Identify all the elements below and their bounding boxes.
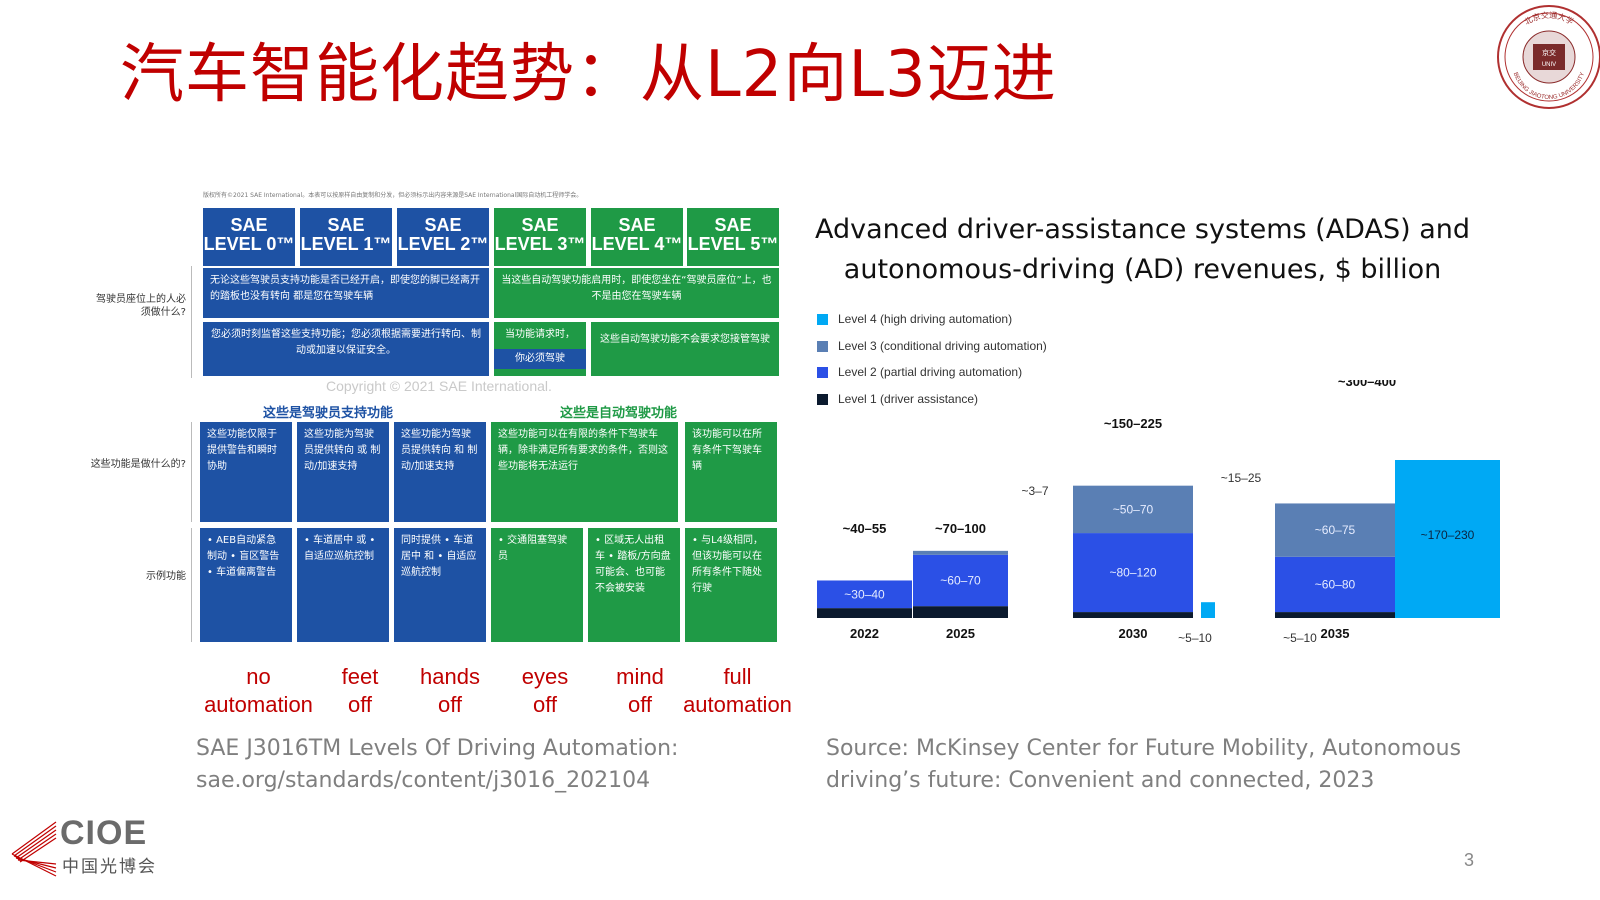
- bar-total-label: ~70–100: [935, 521, 986, 536]
- page-number: 3: [1464, 850, 1475, 870]
- bar-segment-2022-0: [817, 608, 912, 618]
- bar-value-label: ~5–10: [1178, 631, 1212, 645]
- bar-segment-2035-0: [1275, 612, 1395, 618]
- section-driver-support: 这些是驾驶员支持功能: [263, 406, 394, 421]
- copyright-watermark: Copyright © 2021 SAE International.: [326, 378, 552, 394]
- bar-value-label: ~3–7: [1021, 484, 1048, 498]
- level-3-examples-cell: • 交通阻塞驾驶员: [491, 528, 583, 642]
- level-0-examples-cell: • AEB自动紧急制动 • 盲区警告 • 车道偏离警告: [200, 528, 292, 642]
- category-label: 2035: [1321, 626, 1350, 641]
- bar-value-label: ~170–230: [1421, 528, 1475, 542]
- sae-copyright-note: 版权所有©2021 SAE International。本表可以按原样自由复制和…: [203, 192, 583, 199]
- bar-segment-2030-2: [1073, 485, 1193, 534]
- level-4-examples-cell: • 区域无人出租车 • 踏板/方向盘 可能会、也可能不会被安装: [588, 528, 680, 642]
- revenue-stacked-bar-chart: ~30–40 ~40–55 2022 ~60–70 ~70–100 2025 ~80–120…: [817, 380, 1500, 645]
- caption-level-3: eyes off: [521, 664, 569, 717]
- legend-swatch: [817, 393, 828, 405]
- level-0-features-cell: 这些功能仅限于提供警告和瞬时协助: [200, 422, 292, 522]
- sae-level-3-header: SAE LEVEL 3™: [494, 208, 586, 266]
- level-2-examples-cell: 同时提供 • 车道居中 和 • 自适应巡航控制: [394, 528, 486, 642]
- caption-level-4: mind off: [616, 664, 664, 717]
- bar-segment-2025-0: [913, 606, 1008, 618]
- row-label-features: 这些功能是做什么的?: [90, 459, 186, 470]
- legend-swatch: [817, 313, 828, 325]
- bar-value-label: ~5–10: [1283, 631, 1317, 645]
- sae-level-2-header: SAE LEVEL 2™: [397, 208, 489, 266]
- bar-value-label: ~30–40: [844, 587, 885, 601]
- supervise-cell: 您必须时刻监督这些支持功能；您必须根据需要进行转向、制动或加速以保证安全。: [203, 322, 489, 376]
- bar-value-label: ~60–80: [1315, 577, 1356, 591]
- cioe-logo-mark: [11, 821, 57, 877]
- sae-level-4-header: SAE LEVEL 4™: [591, 208, 683, 266]
- legend-level-1: Level 1 (driver assistance): [817, 390, 978, 408]
- bar-value-label: ~15–25: [1221, 471, 1262, 485]
- level-3-takeover-cell: 当功能请求时， 你必须驾驶: [494, 322, 586, 376]
- category-label: 2022: [850, 626, 879, 641]
- chart-title: Advanced driver-assistance systems (ADAS…: [814, 214, 1471, 285]
- bar-segment-2022-1: [817, 580, 912, 609]
- sae-level-1-header: SAE LEVEL 1™: [300, 208, 392, 266]
- bar-segment-2035-level4: [1395, 460, 1500, 618]
- level-4-5-no-takeover-cell: 这些自动驾驶功能不会要求您接管驾驶: [591, 322, 779, 376]
- row-divider: [191, 528, 192, 642]
- university-seal-logo: 京交 UNIV 北京交通大学 BEIJING JIAOTONG UNIVERSI…: [1497, 5, 1600, 109]
- legend-level-4: Level 4 (high driving automation): [817, 310, 1012, 328]
- bar-segment-2030-0: [1073, 612, 1193, 618]
- driver-seat-driver-support-cell: 无论这些驾驶员支持功能是否已经开启，即使您的脚已经离开的踏板也没有转向 都是您在…: [203, 268, 489, 318]
- bar-segment-2030-1: [1073, 533, 1193, 613]
- bar-value-label: ~80–120: [1109, 566, 1156, 580]
- bar-value-label: ~50–70: [1113, 502, 1154, 516]
- bar-total-label: ~40–55: [843, 521, 887, 536]
- bar-total-label: ~150–225: [1104, 416, 1162, 431]
- row-label-examples: 示例功能: [146, 571, 186, 582]
- level-5-examples-cell: • 与L4级相同，但该功能可以在所有条件下随处行驶: [685, 528, 777, 642]
- bar-segment-2025-1: [913, 554, 1008, 607]
- legend-level-3: Level 3 (conditional driving automation): [817, 337, 1047, 355]
- driver-seat-automated-cell: 当这些自动驾驶功能启用时，即使您坐在“驾驶员座位”上，也不是由您在驾驶车辆: [494, 268, 779, 318]
- legend-level-2: Level 2 (partial driving automation): [817, 363, 1022, 381]
- sae-levels-figure: 版权所有©2021 SAE International。本表可以按原样自由复制和…: [88, 190, 788, 660]
- section-automated-driving: 这些是自动驾驶功能: [560, 406, 678, 421]
- category-label: 2030: [1119, 626, 1148, 641]
- level-1-examples-cell: • 车道居中 或 • 自适应巡航控制: [297, 528, 389, 642]
- caption-level-0: no automation: [204, 664, 313, 717]
- bar-value-label: ~60–70: [940, 573, 981, 587]
- slide-title: 汽车智能化趋势：从L2向L3迈进: [120, 38, 1057, 112]
- row-label-driver-seat: 驾驶员座位上的人必须做什么?: [96, 294, 186, 318]
- level-5-features-cell: 该功能可以在所有条件下驾驶车辆: [685, 422, 777, 522]
- row-divider: [191, 266, 192, 378]
- mckinsey-source-caption: Source: McKinsey Center for Future Mobil…: [826, 736, 1462, 793]
- caption-level-5: full automation: [683, 664, 792, 717]
- bar-value-label: ~60–75: [1315, 523, 1356, 537]
- category-label: 2025: [946, 626, 975, 641]
- cioe-logo-text: CIOE: [60, 814, 148, 852]
- sae-level-0-header: SAE LEVEL 0™: [203, 208, 295, 266]
- bar-segment-2030-level4: [1201, 602, 1215, 618]
- level-1-features-cell: 这些功能为驾驶员提供转向 或 制动/加速支持: [297, 422, 389, 522]
- svg-text:UNIV: UNIV: [1542, 62, 1556, 68]
- level-3-4-features-cell: 这些功能可以在有限的条件下驾驶车辆，除非满足所有要求的条件，否则这些功能将无法运…: [491, 422, 678, 522]
- bar-segment-2035-1: [1275, 556, 1395, 613]
- bar-total-label: ~300–400: [1338, 380, 1396, 389]
- legend-swatch: [817, 366, 828, 378]
- cioe-logo-subtitle: 中国光博会: [62, 857, 157, 877]
- sae-level-5-header: SAE LEVEL 5™: [687, 208, 779, 266]
- level-2-features-cell: 这些功能为驾驶员提供转向 和 制动/加速支持: [394, 422, 486, 522]
- svg-text:京交: 京交: [1542, 48, 1556, 57]
- legend-swatch: [817, 340, 828, 352]
- caption-level-2: hands off: [420, 664, 480, 717]
- row-divider: [191, 422, 192, 522]
- bar-segment-2025-2: [913, 550, 1008, 555]
- bar-segment-2035-2: [1275, 503, 1395, 557]
- caption-level-1: feet off: [341, 664, 379, 717]
- sae-source-caption: SAE J3016TM Levels Of Driving Automation…: [196, 736, 679, 793]
